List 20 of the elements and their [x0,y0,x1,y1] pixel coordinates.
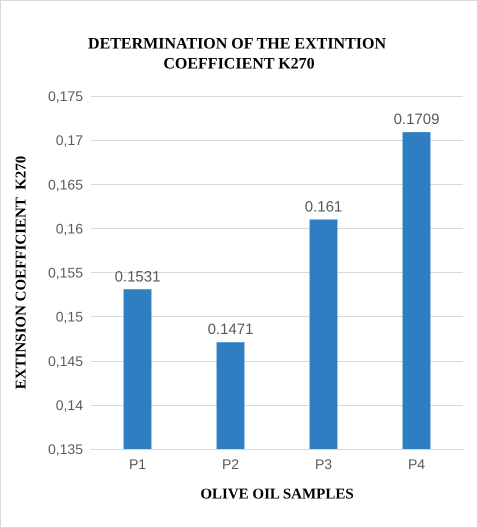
y-tick-label: 0,17 [56,132,84,148]
x-tick-label: P2 [222,456,240,472]
x-tick-label: P4 [408,456,426,472]
data-label: 0.1531 [114,268,160,286]
y-tick-label: 0,15 [56,308,84,325]
data-label: 0.1471 [208,321,254,338]
y-tick-label: 0,14 [56,396,84,413]
y-tick-label: 0,155 [48,264,84,280]
x-tick-label: P3 [314,456,332,472]
y-tick-label: 0,175 [48,88,84,104]
y-axis-title: EXTINSION COEFFICIENT K270 [14,156,30,390]
y-tick-label: 0,145 [48,352,84,369]
x-axis-title: OLIVE OIL SAMPLES [200,486,354,502]
chart-title: DETERMINATION OF THE EXTINTION COEFFICIENT K270 [88,36,390,72]
x-tick-label: P1 [128,456,146,472]
y-tick-label: 0,16 [56,220,84,236]
data-label: 0.1709 [394,111,440,128]
y-tick-label: 0,165 [48,176,84,192]
y-tick-label: 0,135 [48,441,84,457]
data-label: 0.161 [304,198,342,216]
